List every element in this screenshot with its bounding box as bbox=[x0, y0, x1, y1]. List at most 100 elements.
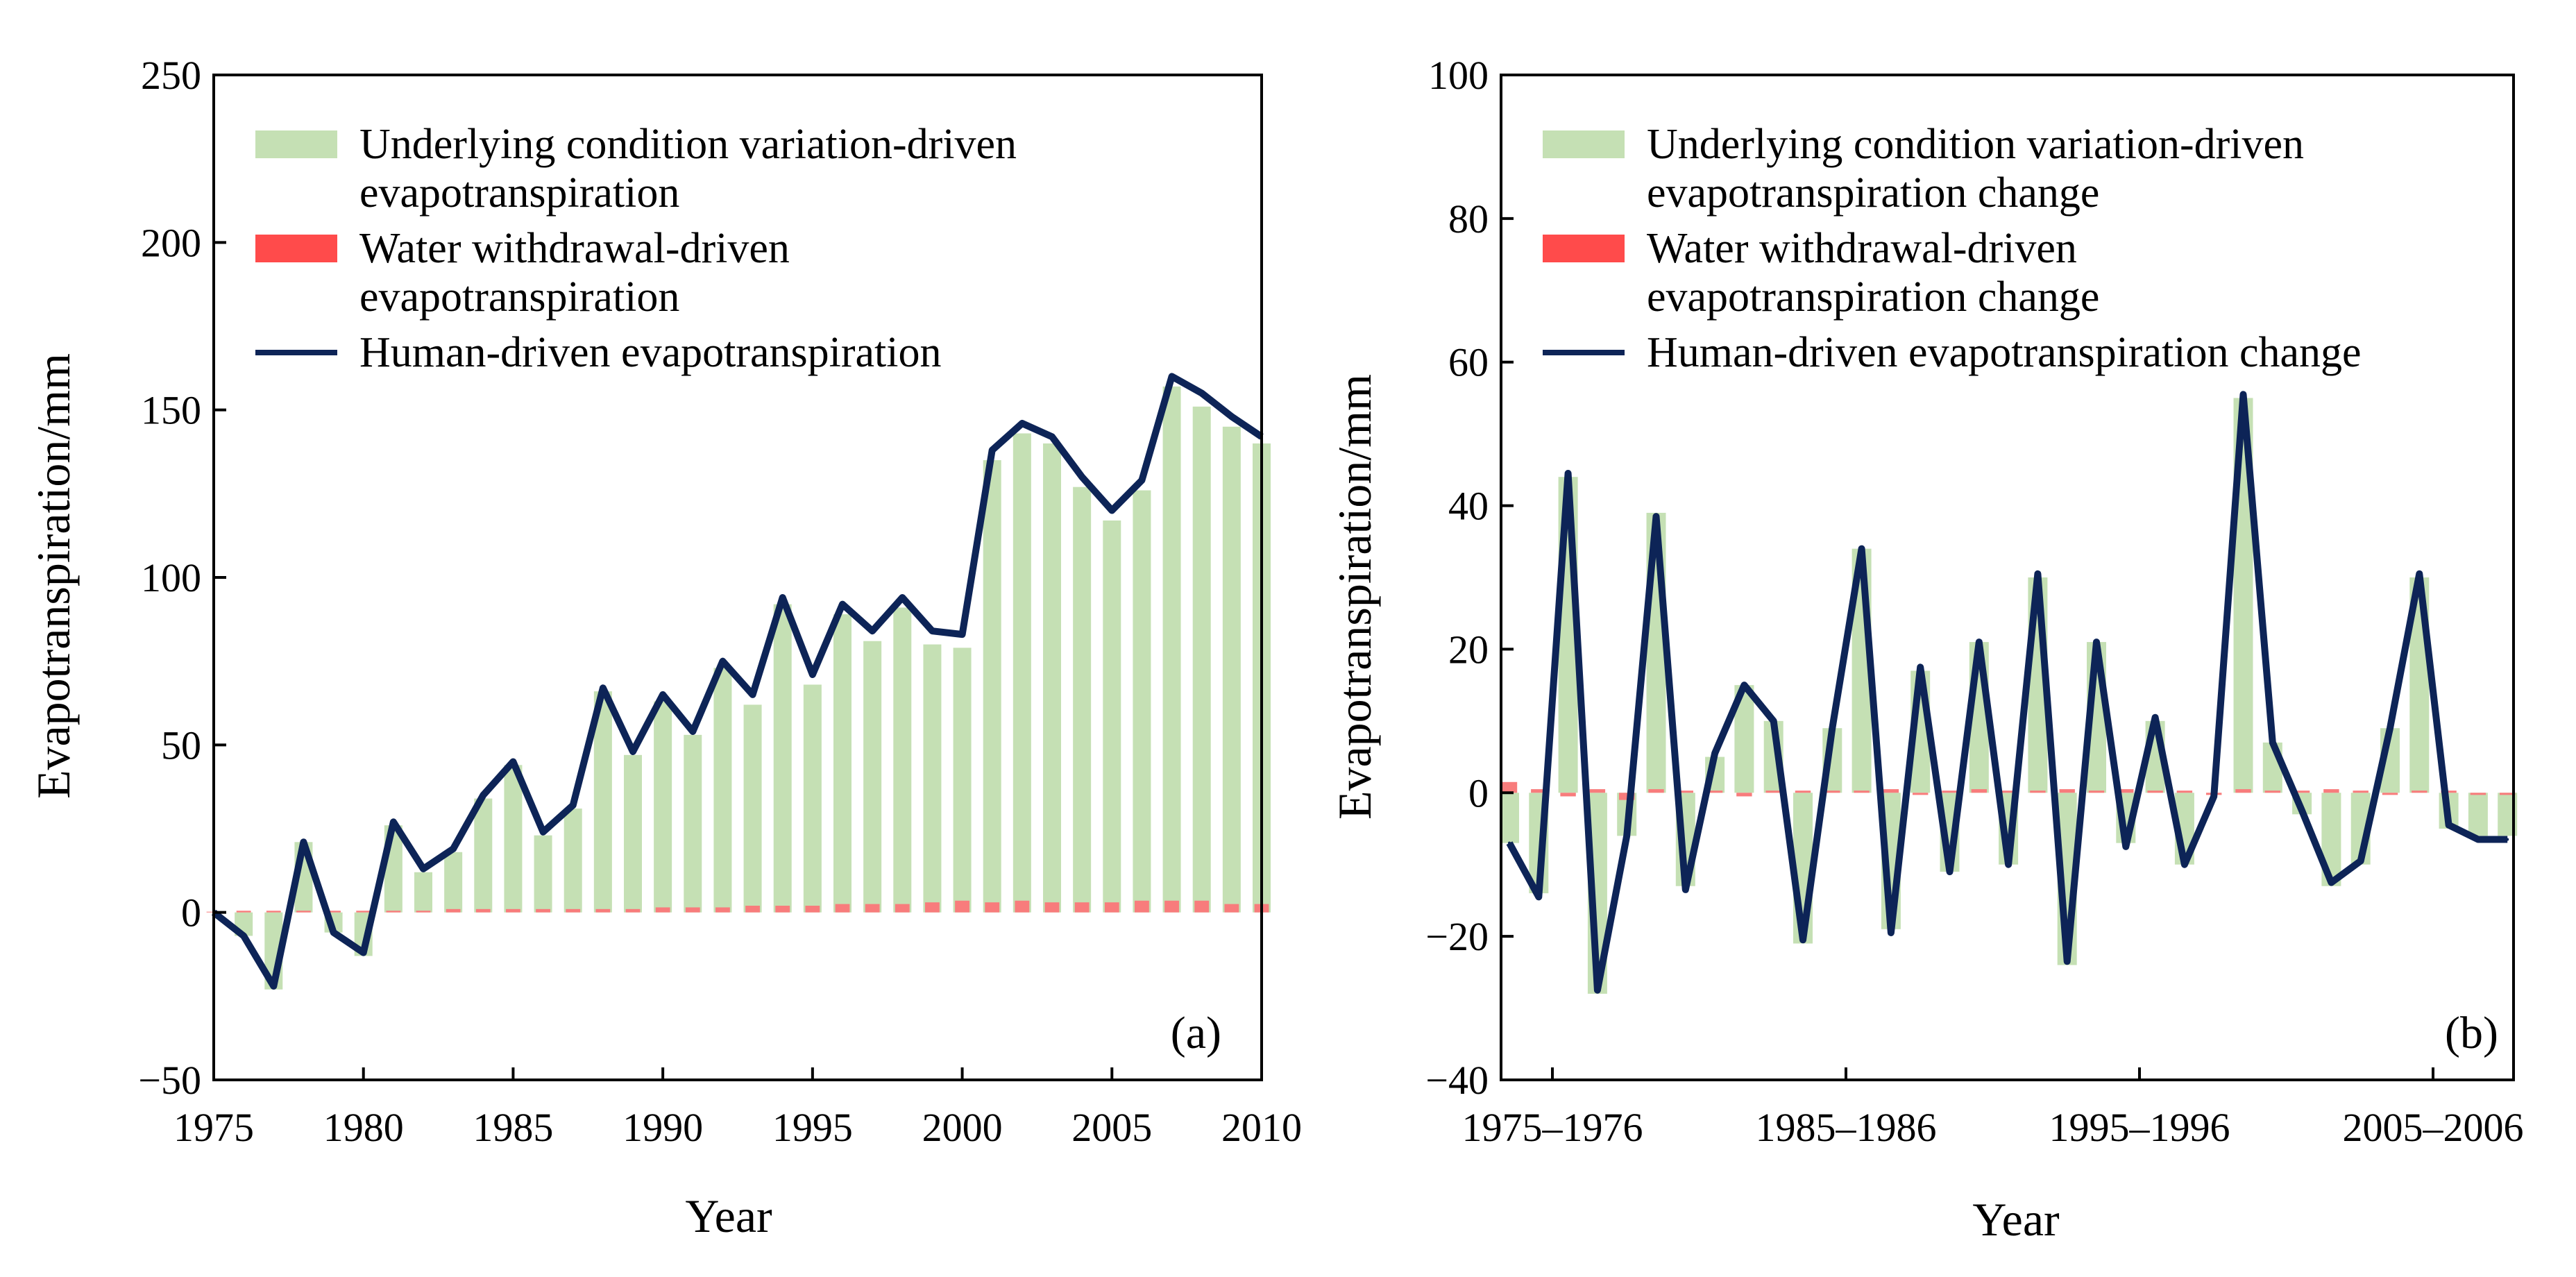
water-bar bbox=[1913, 793, 1929, 795]
water-bar bbox=[1706, 790, 1723, 793]
human-point bbox=[302, 840, 305, 844]
water-bar bbox=[356, 911, 371, 913]
y-tick-label: 100 bbox=[1428, 53, 1489, 98]
y-tick-label: 60 bbox=[1448, 340, 1489, 385]
water-bar bbox=[1501, 781, 1518, 793]
human-point bbox=[721, 659, 724, 663]
human-point bbox=[1919, 666, 1922, 669]
human-point bbox=[811, 673, 814, 676]
x-axis-label-b: Year bbox=[1972, 1193, 2060, 1246]
underlying-bar bbox=[893, 607, 912, 913]
human-point bbox=[482, 793, 485, 797]
water-bars-a bbox=[206, 900, 1269, 913]
water-bar bbox=[2353, 790, 2369, 793]
human-point bbox=[2124, 845, 2128, 848]
water-bar bbox=[655, 907, 670, 913]
x-tick-label: 2005–2006 bbox=[2343, 1105, 2524, 1150]
human-point bbox=[1860, 547, 1863, 550]
water-bar bbox=[745, 906, 760, 913]
x-tick-label: 1975–1976 bbox=[1462, 1105, 1643, 1150]
underlying-bar bbox=[654, 701, 672, 913]
human-point bbox=[2212, 795, 2216, 798]
water-bar bbox=[326, 911, 341, 913]
underlying-bar bbox=[983, 460, 1001, 913]
human-point bbox=[272, 984, 276, 988]
x-tick-label: 1990 bbox=[622, 1105, 703, 1150]
water-bar bbox=[895, 904, 910, 913]
water-bar bbox=[1135, 900, 1149, 913]
water-bar bbox=[2500, 793, 2516, 795]
y-tick-label: 0 bbox=[1468, 770, 1489, 815]
water-bar bbox=[1044, 902, 1060, 913]
human-point bbox=[1889, 931, 1892, 934]
water-bar bbox=[296, 911, 311, 913]
human-point bbox=[901, 595, 904, 599]
human-point bbox=[2330, 881, 2333, 884]
human-point bbox=[1948, 870, 1951, 874]
human-point bbox=[691, 730, 695, 734]
x-tick-label: 1975 bbox=[173, 1105, 254, 1150]
water-bar bbox=[835, 904, 850, 913]
y-tick-label: 20 bbox=[1448, 627, 1489, 672]
water-bar bbox=[1164, 900, 1179, 913]
water-bar bbox=[1648, 789, 1664, 793]
human-point bbox=[1081, 475, 1084, 479]
water-bar bbox=[2412, 790, 2427, 793]
human-point bbox=[2271, 741, 2274, 744]
underlying-bar bbox=[474, 798, 493, 913]
human-point bbox=[1625, 834, 1629, 838]
water-bar bbox=[2176, 790, 2193, 793]
y-tick-label: 100 bbox=[141, 555, 201, 600]
legend-swatch-water bbox=[255, 235, 337, 262]
human-point bbox=[2183, 863, 2186, 866]
human-point bbox=[1200, 391, 1203, 395]
y-axis-label-b: Evapotranspiration/mm bbox=[1328, 374, 1381, 820]
water-bar bbox=[1194, 900, 1210, 913]
underlying-bar bbox=[923, 644, 942, 913]
human-point bbox=[391, 820, 395, 824]
water-bar bbox=[566, 908, 581, 913]
human-point bbox=[871, 629, 874, 633]
underlying-bar bbox=[953, 648, 972, 913]
y-tick-label: 150 bbox=[141, 388, 201, 433]
legend-label-underlying-line2: evapotranspiration bbox=[359, 169, 679, 217]
underlying-bar bbox=[713, 668, 732, 913]
x-tick-label: 1985 bbox=[473, 1105, 553, 1150]
water-bar bbox=[446, 908, 461, 913]
human-point bbox=[541, 830, 545, 834]
water-bar bbox=[1589, 789, 1606, 793]
legend-swatch-underlying bbox=[1543, 130, 1625, 158]
underlying-bar bbox=[1222, 426, 1241, 913]
underlying-bar bbox=[803, 684, 822, 913]
human-point bbox=[1595, 988, 1599, 992]
legend-label-water: Water withdrawal-driven bbox=[359, 225, 790, 272]
human-point bbox=[2359, 859, 2362, 863]
human-point bbox=[2036, 572, 2040, 575]
underlying-bar bbox=[504, 765, 523, 913]
water-bar bbox=[685, 907, 700, 913]
x-tick-label: 1980 bbox=[323, 1105, 404, 1150]
human-point bbox=[1051, 435, 1053, 439]
water-bar bbox=[2000, 790, 2017, 793]
human-point bbox=[781, 595, 784, 599]
underlying-bar bbox=[2468, 793, 2488, 836]
water-bar bbox=[1619, 793, 1635, 800]
water-bar bbox=[1883, 789, 1899, 793]
human-point bbox=[632, 750, 634, 753]
human-point bbox=[2007, 863, 2010, 866]
human-point bbox=[601, 686, 604, 690]
human-point bbox=[1831, 727, 1834, 730]
legend-label-underlying: Underlying condition variation-driven bbox=[359, 121, 1017, 168]
underlying-bar bbox=[684, 734, 702, 913]
water-bar bbox=[2147, 790, 2163, 793]
water-bar bbox=[1015, 900, 1030, 913]
human-line-b bbox=[1506, 391, 2509, 994]
human-point bbox=[2065, 960, 2069, 963]
panel-label-b: (b) bbox=[2445, 1008, 2498, 1058]
water-bar bbox=[1224, 904, 1239, 913]
human-point bbox=[661, 693, 665, 696]
x-tick-label: 1995–1996 bbox=[2049, 1105, 2230, 1150]
legend-label-human: Human-driven evapotranspiration change bbox=[1647, 329, 2362, 376]
water-bar bbox=[715, 907, 730, 913]
